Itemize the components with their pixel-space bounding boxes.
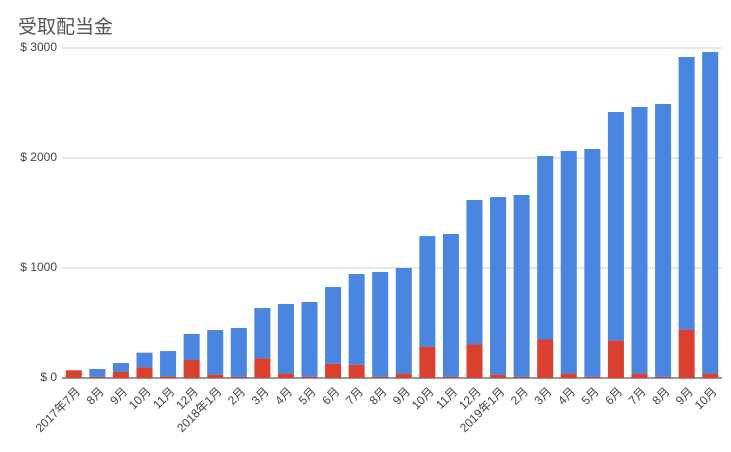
bar-segment (537, 339, 554, 378)
bar-segment (136, 352, 153, 368)
bar-segment (301, 376, 318, 378)
bar-segment (207, 330, 224, 375)
bar-segment (277, 373, 294, 378)
x-tick-label: 2月 (225, 384, 248, 407)
x-tick-label: 6月 (319, 384, 342, 407)
bar-segment (607, 112, 624, 341)
x-tick-label: 11月 (433, 384, 460, 411)
bar-segment (89, 368, 106, 377)
bar-segment (277, 303, 294, 374)
bar-segment (348, 274, 365, 365)
x-tick-label: 5月 (296, 384, 319, 407)
bar-segment (395, 373, 412, 378)
bar-segment (490, 197, 507, 375)
bar-segment (372, 271, 389, 377)
bar-segment (419, 346, 436, 378)
bar-segment (395, 268, 412, 374)
x-tick-label: 8月 (649, 384, 672, 407)
bar-segment (466, 200, 483, 345)
bar-segment (230, 327, 247, 377)
bar-segment (160, 351, 177, 377)
bar-segment (631, 106, 648, 374)
bar-segment (678, 329, 695, 378)
bar-segment (348, 364, 365, 378)
bar-segment (655, 376, 672, 378)
x-tick-label: 3月 (531, 384, 554, 407)
bar-segment (442, 234, 459, 377)
bar-segment (513, 376, 530, 378)
bar-segment (537, 156, 554, 340)
x-tick-label: 4月 (555, 384, 578, 407)
bar-segment (631, 373, 648, 378)
y-tick-label: $ 0 (40, 370, 57, 384)
y-tick-label: $ 1000 (20, 260, 57, 274)
bar-segment (112, 371, 129, 378)
bar-segment (325, 287, 342, 364)
bar-segment (136, 367, 153, 378)
bar-segment (254, 358, 271, 378)
bar-segment (702, 373, 719, 378)
bar-segment (466, 344, 483, 378)
bar-segment (112, 363, 129, 372)
x-tick-label: 2月 (508, 384, 531, 407)
bar-segment (560, 373, 577, 378)
x-tick-label: 7月 (343, 384, 366, 407)
bar-segment (442, 376, 459, 378)
x-tick-label: 8月 (366, 384, 389, 407)
bar-segment (183, 334, 200, 360)
bar-segment (513, 194, 530, 377)
bar-segment (89, 376, 106, 378)
x-tick-label: 4月 (272, 384, 295, 407)
bar-segment (254, 308, 271, 359)
bar-segment (372, 376, 389, 378)
bar-segment (230, 376, 247, 378)
x-tick-label: 6月 (602, 384, 625, 407)
bar-segment (655, 103, 672, 377)
bar-segment (160, 376, 177, 378)
x-tick-label: 10月 (409, 384, 437, 412)
bar-segment (584, 376, 601, 378)
bar-segment (678, 57, 695, 330)
x-tick-label: 8月 (84, 384, 107, 407)
bar-segment (301, 301, 318, 377)
x-tick-label: 5月 (579, 384, 602, 407)
bar-segment (419, 236, 436, 347)
x-tick-label: 2017年7月 (33, 384, 83, 434)
y-tick-label: $ 2000 (20, 150, 57, 164)
x-tick-label: 11月 (150, 384, 177, 411)
bar-segment (65, 370, 82, 378)
y-tick-label: $ 3000 (20, 40, 57, 54)
x-tick-label: 7月 (626, 384, 649, 407)
x-tick-label: 3月 (249, 384, 272, 407)
bar-segment (325, 363, 342, 378)
bar-segment (584, 148, 601, 377)
bar-segment (560, 150, 577, 374)
bar-segment (207, 374, 224, 378)
bar-segment (183, 359, 200, 378)
bar-segment (607, 340, 624, 378)
x-tick-label: 10月 (692, 384, 720, 412)
x-tick-label: 10月 (126, 384, 154, 412)
bar-segment (490, 374, 507, 378)
bar-segment (702, 51, 719, 374)
chart-title: 受取配当金 (18, 16, 113, 38)
